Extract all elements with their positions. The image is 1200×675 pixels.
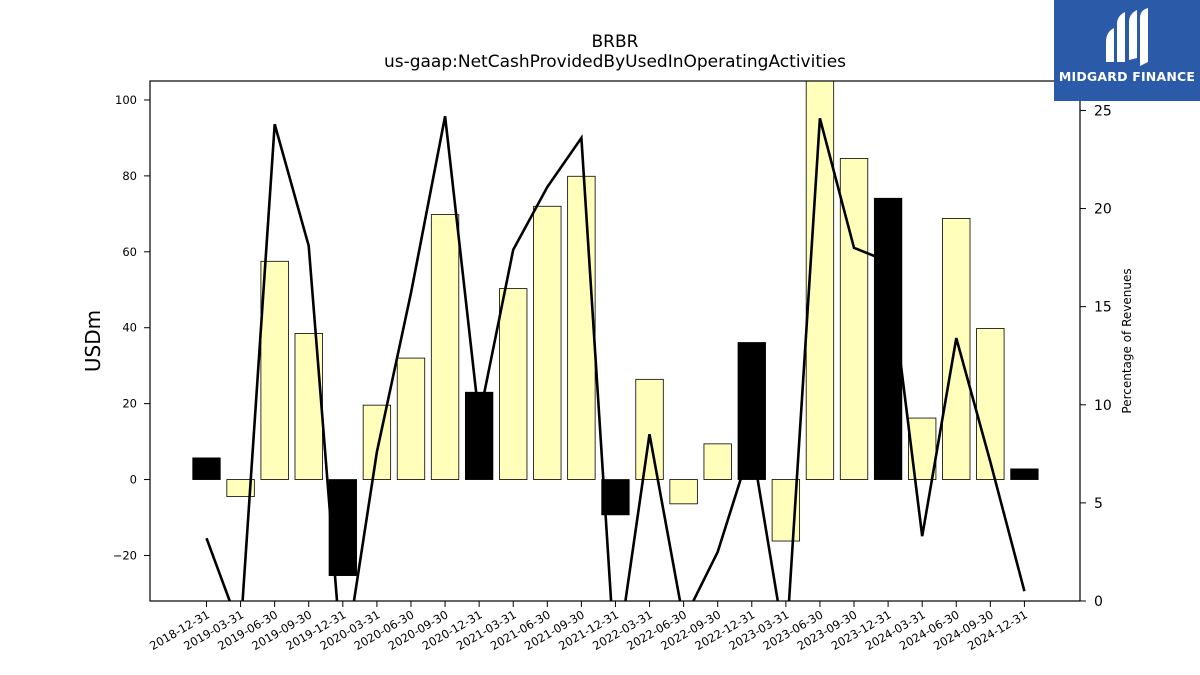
y-axis-label: USDm: [81, 310, 105, 372]
y2-axis-label: Percentage of Revenues: [1120, 268, 1134, 413]
bar-2018-12-31: [192, 457, 221, 480]
bar-2024-09-30: [976, 328, 1005, 480]
y2-tick-label: 0: [1094, 594, 1103, 610]
y2-tick-label: 10: [1094, 398, 1112, 414]
bar-2020-06-30: [396, 357, 426, 480]
chart-title: BRBR: [591, 32, 639, 52]
y-tick-label: 60: [122, 245, 137, 259]
bar-2021-09-30: [567, 175, 596, 480]
bar-2021-06-30: [533, 205, 562, 480]
percentage-line: [205, 116, 1026, 601]
y-tick-label: −20: [113, 548, 137, 562]
line-series: [205, 116, 1026, 601]
bar-2021-03-31: [499, 288, 528, 480]
bar-2020-09-30: [430, 214, 460, 480]
y-tick-label: 100: [115, 93, 137, 107]
x-axis: 2018-12-312019-03-312019-06-302019-09-30…: [147, 601, 1030, 653]
y2-tick-label: 5: [1094, 496, 1103, 512]
y2-tick-label: 15: [1094, 300, 1112, 316]
brand-logo: MIDGARD FINANCE: [1054, 0, 1200, 101]
logo-mark-icon: [1106, 8, 1148, 66]
y-tick-label: 20: [122, 397, 137, 411]
bar-2024-06-30: [942, 218, 971, 480]
bar-series: [192, 81, 1039, 576]
y-tick-label: 80: [122, 169, 137, 183]
y-tick-label: 0: [130, 473, 137, 487]
bar-2022-09-30: [703, 443, 732, 480]
y2-tick-label: 20: [1094, 202, 1112, 218]
bar-2020-03-31: [362, 404, 392, 480]
chart-subtitle: us-gaap:NetCashProvidedByUsedInOperating…: [383, 52, 847, 72]
bar-2022-12-31: [737, 342, 766, 480]
left-y-axis: −20 0 20 40 60 80 100: [113, 93, 150, 562]
y-tick-label: 40: [122, 321, 137, 335]
bar-2022-06-30: [669, 479, 698, 505]
bar-2022-03-31: [635, 378, 664, 480]
logo-text: MIDGARD FINANCE: [1058, 69, 1196, 84]
bar-2024-12-31: [1010, 468, 1039, 480]
bar-2019-06-30: [260, 260, 289, 480]
bar-2019-03-31: [226, 479, 255, 498]
plot-frame: [149, 80, 1081, 602]
right-y-axis: 0 5 10 15 20 25: [1080, 103, 1112, 610]
bar-2020-12-31: [464, 391, 494, 480]
y2-tick-label: 25: [1094, 103, 1112, 119]
